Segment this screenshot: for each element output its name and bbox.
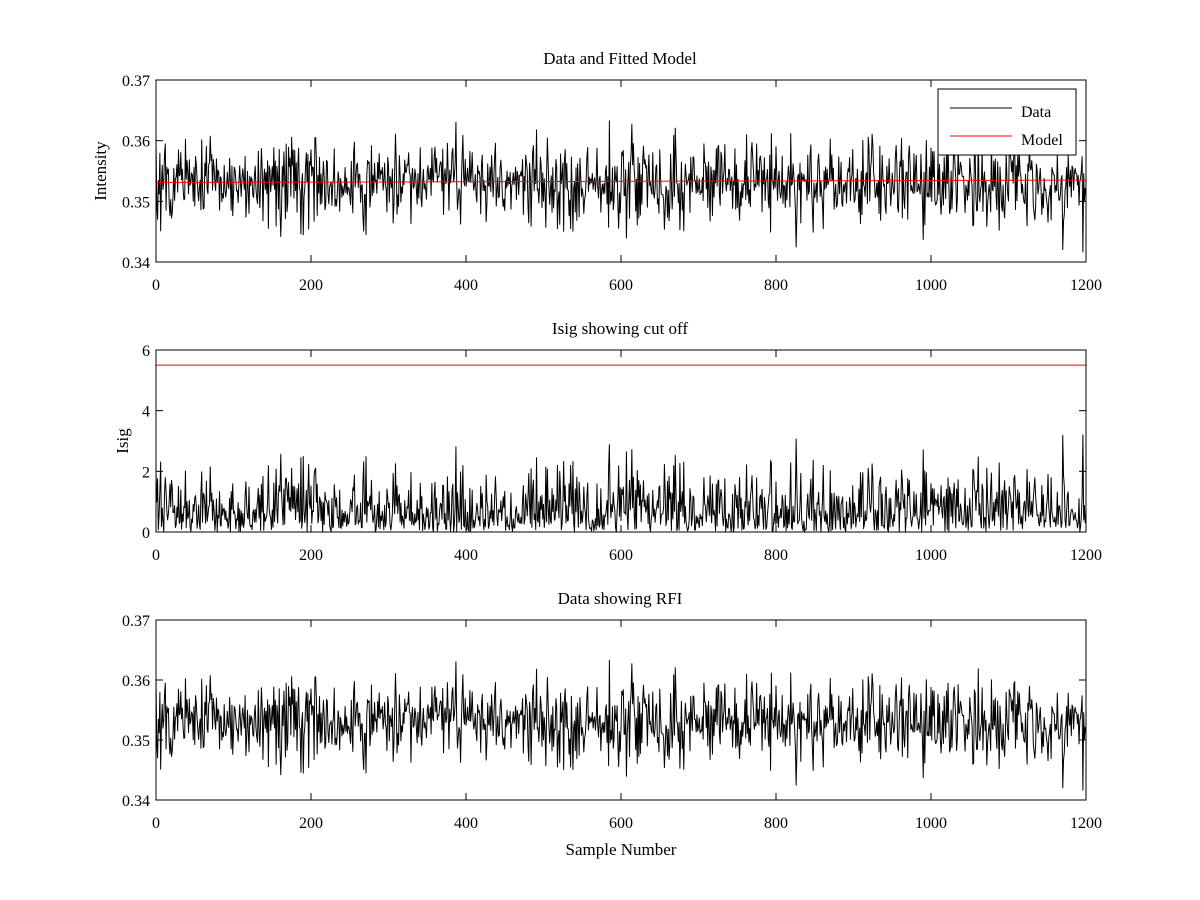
x-tick-label: 800 <box>764 277 788 294</box>
y-axis-label: Intensity <box>91 141 110 201</box>
y-axis-label: Isig <box>113 428 132 454</box>
legend-label-data: Data <box>1021 104 1051 121</box>
x-tick-label: 200 <box>299 277 323 294</box>
x-tick-label: 0 <box>152 815 160 832</box>
x-tick-label: 200 <box>299 815 323 832</box>
x-tick-label: 1200 <box>1070 815 1102 832</box>
x-tick-label: 1000 <box>915 277 947 294</box>
y-tick-label: 0.36 <box>122 134 150 151</box>
plot-series-group <box>156 120 1086 253</box>
y-tick-label: 0.34 <box>122 255 150 272</box>
x-tick-label: 800 <box>764 547 788 564</box>
y-tick-label: 2 <box>142 464 150 481</box>
axis-ticks: 0 200 400 600 800 1000 1200 0.34 0.35 0.36 0.37 <box>122 73 1102 294</box>
x-tick-label: 0 <box>152 547 160 564</box>
chart-title: Data showing RFI <box>558 589 683 608</box>
y-tick-label: 0.35 <box>122 194 150 211</box>
legend-box <box>937 88 1077 156</box>
series-line-trace <box>156 434 1086 532</box>
x-tick-label: 0 <box>152 277 160 294</box>
y-tick-label: 0.37 <box>122 73 150 90</box>
series-line-trace <box>156 659 1086 791</box>
y-tick-label: 0.36 <box>122 673 150 690</box>
y-tick-label: 0.35 <box>122 733 150 750</box>
series-line-data <box>156 120 1086 253</box>
axis-ticks: 0 200 400 600 800 1000 1200 0 2 4 6 <box>142 343 1102 564</box>
x-tick-label: 1200 <box>1070 547 1102 564</box>
x-tick-label: 600 <box>609 547 633 564</box>
panel-isig-showing-cut-off: Isig showing cut off 0 200 400 600 800 1000 12… <box>113 319 1102 564</box>
series-line-model <box>156 179 1086 184</box>
x-tick-label: 800 <box>764 815 788 832</box>
x-tick-label: 400 <box>454 547 478 564</box>
axis-ticks: 0 200 400 600 800 1000 1200 0.34 0.35 0.36 0.37 <box>122 613 1102 832</box>
y-tick-label: 0.34 <box>122 793 150 810</box>
x-tick-label: 1000 <box>915 815 947 832</box>
chart-title: Data and Fitted Model <box>543 49 697 68</box>
x-tick-label: 1000 <box>915 547 947 564</box>
legend-label-model: Model <box>1021 132 1063 149</box>
y-tick-label: 4 <box>142 404 150 421</box>
plot-series-group <box>156 659 1086 791</box>
x-axis-label: Sample Number <box>566 840 677 859</box>
y-tick-label: 0 <box>142 525 150 542</box>
x-tick-label: 1200 <box>1070 277 1102 294</box>
x-tick-label: 400 <box>454 815 478 832</box>
plot-series-group <box>156 364 1086 532</box>
chart-title: Isig showing cut off <box>552 319 688 338</box>
legend: Data Model <box>937 88 1077 156</box>
x-tick-label: 200 <box>299 547 323 564</box>
x-tick-label: 600 <box>609 815 633 832</box>
x-tick-label: 600 <box>609 277 633 294</box>
x-tick-label: 400 <box>454 277 478 294</box>
y-tick-label: 6 <box>142 343 150 360</box>
y-tick-label: 0.37 <box>122 613 150 630</box>
panel-data-and-fitted-model: Data and Fitted Model 0 200 400 600 800 1000 1… <box>91 49 1102 294</box>
panel-data-showing-rfi: Data showing RFI 0 200 400 600 800 1000 1200 0.… <box>122 589 1102 859</box>
